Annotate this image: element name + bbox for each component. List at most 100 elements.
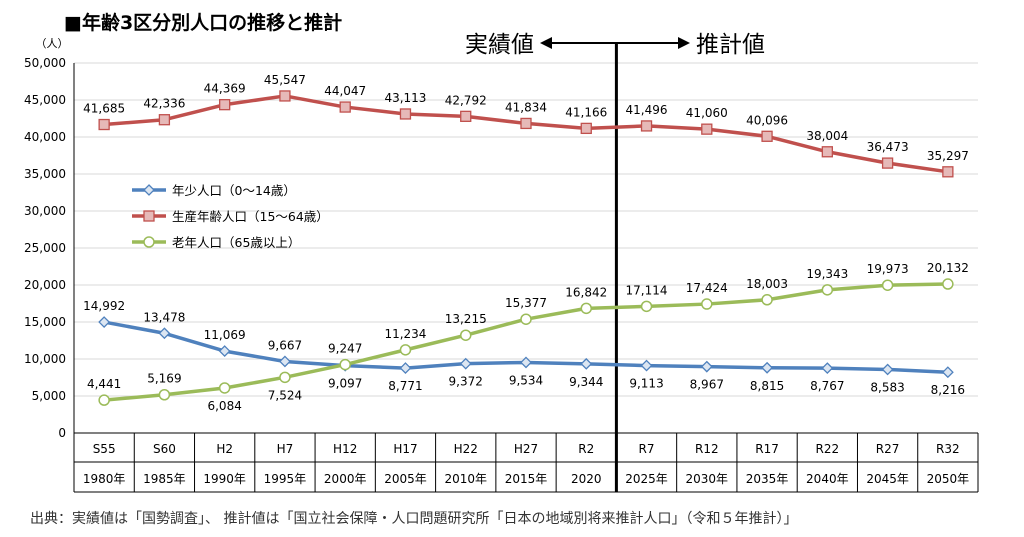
data-point-young <box>158 327 171 340</box>
data-label-working: 40,096 <box>746 113 788 127</box>
data-label-working: 41,685 <box>83 102 125 116</box>
data-point-elderly <box>459 329 472 341</box>
data-point-elderly <box>158 388 171 401</box>
data-label-young: 13,478 <box>143 310 185 324</box>
x-tick-era: H7 <box>277 442 294 456</box>
data-label-working: 36,473 <box>867 140 909 154</box>
y-tick-label: 40,000 <box>24 130 66 144</box>
data-label-young: 8,967 <box>690 378 724 392</box>
data-point-young <box>98 316 111 328</box>
x-tick-era: R22 <box>816 442 840 456</box>
chart-title: ■年齢3区分別人口の推移と推計 <box>64 12 343 34</box>
data-point-young <box>580 357 593 370</box>
period-arrow-left-head <box>540 37 552 49</box>
data-label-young: 8,767 <box>810 379 844 393</box>
data-point-working <box>219 99 231 111</box>
data-point-working <box>580 122 592 135</box>
data-label-elderly: 19,973 <box>867 262 909 276</box>
data-label-working: 41,166 <box>565 105 607 119</box>
data-point-elderly <box>942 278 954 290</box>
data-point-young <box>279 355 291 368</box>
source-note: 出典：実績値は「国勢調査」、 推計値は「国立社会保障・人口問題研究所「日本の地域… <box>30 511 798 527</box>
x-tick-era: H2 <box>216 442 233 456</box>
data-label-working: 45,547 <box>264 73 306 87</box>
data-point-young <box>520 356 532 369</box>
data-label-elderly: 15,377 <box>505 296 547 310</box>
data-label-elderly: 6,084 <box>207 399 241 413</box>
y-tick-label: 45,000 <box>24 93 66 107</box>
x-tick-year: 1985年 <box>143 472 186 486</box>
data-label-young: 9,534 <box>509 373 543 387</box>
y-tick-label: 10,000 <box>24 352 66 366</box>
x-tick-era: H12 <box>333 442 357 456</box>
x-tick-era: S55 <box>93 442 116 456</box>
data-point-working <box>460 110 472 122</box>
data-label-working: 41,060 <box>686 106 728 120</box>
data-label-elderly: 11,234 <box>384 327 426 341</box>
y-tick-label: 20,000 <box>24 278 66 292</box>
data-label-elderly: 16,842 <box>565 285 607 299</box>
data-point-working <box>942 166 954 178</box>
data-point-young <box>399 362 412 375</box>
data-point-working <box>701 123 713 135</box>
x-tick-year: 2035年 <box>746 472 789 486</box>
data-label-elderly: 9,247 <box>328 342 362 356</box>
data-point-young <box>941 366 954 379</box>
x-tick-year: 2000年 <box>324 472 367 486</box>
data-label-elderly: 5,169 <box>147 372 181 386</box>
x-tick-era: H27 <box>514 442 538 456</box>
x-tick-year: 2040年 <box>806 472 849 486</box>
x-tick-era: R27 <box>876 442 900 456</box>
data-label-working: 38,004 <box>806 129 848 143</box>
data-label-young: 8,583 <box>870 380 904 394</box>
estimate-label: 推計値 <box>696 32 765 58</box>
x-tick-year: 2020 <box>571 472 602 486</box>
y-tick-label: 5,000 <box>32 389 66 403</box>
x-tick-year: 2045年 <box>866 472 909 486</box>
data-point-working <box>761 130 773 142</box>
data-label-young: 9,372 <box>449 375 483 389</box>
data-point-young <box>218 345 231 358</box>
x-tick-year: 1995年 <box>264 472 307 486</box>
data-point-elderly <box>218 382 231 394</box>
data-label-young: 9,667 <box>268 338 302 352</box>
data-point-elderly <box>761 294 773 306</box>
data-label-young: 8,815 <box>750 379 784 393</box>
data-point-working <box>399 108 412 120</box>
data-label-elderly: 4,441 <box>87 377 121 391</box>
y-tick-label: 30,000 <box>24 204 66 218</box>
data-point-young <box>459 357 472 370</box>
data-label-elderly: 20,132 <box>927 261 969 275</box>
data-label-elderly: 18,003 <box>746 277 788 291</box>
x-tick-year: 1980年 <box>83 472 126 486</box>
data-point-elderly <box>520 313 532 325</box>
x-tick-era: H17 <box>393 442 417 456</box>
x-tick-era: R12 <box>695 442 719 456</box>
x-tick-year: 2050年 <box>927 472 970 486</box>
data-label-young: 8,771 <box>388 379 422 393</box>
data-point-working <box>881 157 894 169</box>
data-point-elderly <box>399 344 412 356</box>
legend-label-elderly: 老年人口（65歳以上） <box>172 235 300 250</box>
data-point-working <box>520 117 532 130</box>
actual-label: 実績値 <box>465 32 534 58</box>
legend-marker-elderly <box>143 236 155 248</box>
y-tick-label: 0 <box>58 426 66 440</box>
legend-marker-young <box>143 184 155 196</box>
data-point-working <box>158 114 171 126</box>
data-point-elderly <box>279 371 291 384</box>
y-tick-label: 35,000 <box>24 167 66 181</box>
data-point-working <box>279 90 291 102</box>
data-label-working: 41,834 <box>505 100 547 114</box>
x-tick-year: 2025年 <box>625 472 668 486</box>
data-label-young: 8,216 <box>931 383 965 397</box>
data-point-elderly <box>98 394 110 406</box>
x-tick-era: R2 <box>578 442 594 456</box>
legend-label-young: 年少人口（0～14歳） <box>172 183 296 198</box>
data-label-young: 14,992 <box>83 299 125 313</box>
data-label-working: 44,369 <box>204 82 246 96</box>
data-point-working <box>339 101 351 113</box>
data-point-young <box>881 363 894 376</box>
x-tick-era: S60 <box>153 442 176 456</box>
